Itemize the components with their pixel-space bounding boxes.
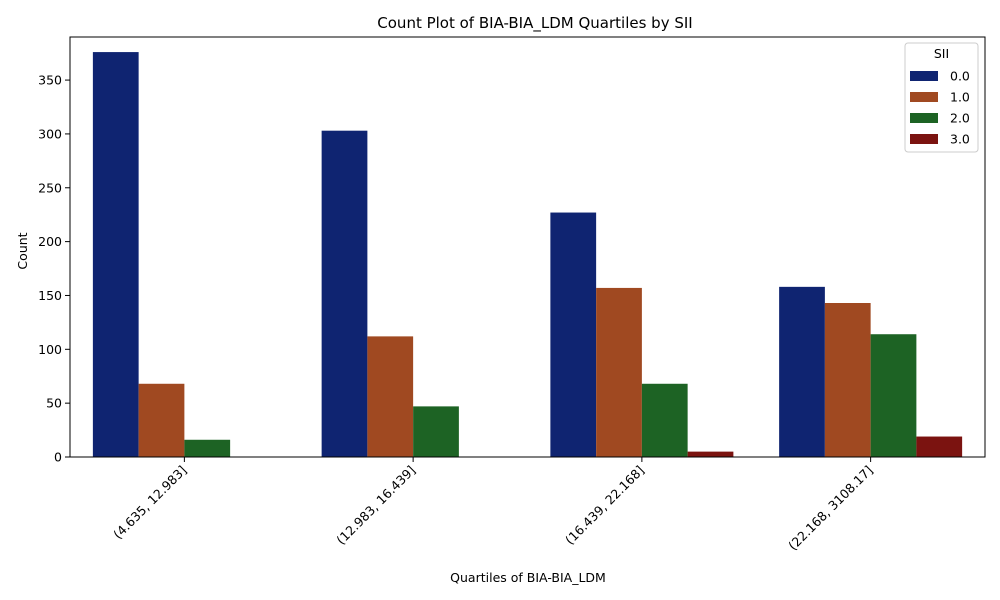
legend-swatch-2-0 bbox=[910, 113, 938, 123]
y-tick-label: 200 bbox=[38, 234, 62, 249]
bar-0-0-cat-2 bbox=[321, 130, 368, 457]
plot-frame bbox=[69, 36, 986, 458]
axes-layer: 0 50 100 150 200 250 300 350 (4.635, 12.983] (12.… bbox=[38, 36, 986, 554]
bar-0-0-cat-1 bbox=[92, 52, 139, 457]
legend-box bbox=[904, 42, 979, 153]
legend-label-0-0: 0.0 bbox=[950, 69, 970, 84]
y-axis-label: Count bbox=[15, 232, 30, 269]
y-tick-label: 100 bbox=[38, 342, 62, 357]
bar-3-0-cat-4 bbox=[916, 436, 963, 457]
y-tick-label: 250 bbox=[38, 180, 62, 195]
x-axis-label: Quartiles of BIA-BIA_LDM bbox=[450, 570, 606, 585]
legend-label-3-0: 3.0 bbox=[950, 132, 970, 147]
bar-1-0-cat-1 bbox=[138, 383, 185, 457]
y-tick-label: 150 bbox=[38, 288, 62, 303]
chart-title: Count Plot of BIA-BIA_LDM Quartiles by S… bbox=[377, 14, 692, 33]
bar-1-0-cat-3 bbox=[596, 287, 642, 457]
y-tick-label: 50 bbox=[46, 396, 62, 411]
y-tick-label: 350 bbox=[38, 73, 62, 88]
x-tick-label: (4.635, 12.983] bbox=[110, 463, 189, 542]
bar-2-0-cat-2 bbox=[413, 406, 459, 457]
bar-1-0-cat-4 bbox=[824, 303, 871, 457]
legend-title: SII bbox=[934, 46, 949, 61]
y-tick-label: 300 bbox=[38, 126, 62, 141]
bar-2-0-cat-4 bbox=[870, 334, 917, 457]
x-tick-label: (12.983, 16.439] bbox=[333, 463, 418, 548]
legend-swatch-1-0 bbox=[910, 92, 938, 102]
bars-layer bbox=[92, 52, 963, 457]
bar-0-0-cat-3 bbox=[550, 212, 597, 457]
bar-3-0-cat-3 bbox=[687, 451, 734, 457]
legend-label-1-0: 1.0 bbox=[950, 90, 970, 105]
x-tick-label: (22.168, 3108.17] bbox=[785, 463, 876, 554]
bar-2-0-cat-3 bbox=[641, 383, 688, 457]
legend-label-2-0: 2.0 bbox=[950, 111, 970, 126]
legend-swatch-0-0 bbox=[910, 71, 938, 81]
bar-0-0-cat-4 bbox=[779, 286, 825, 457]
y-tick-label: 0 bbox=[54, 450, 62, 465]
bar-2-0-cat-1 bbox=[184, 439, 231, 457]
legend-swatch-3-0 bbox=[910, 134, 938, 144]
x-tick-label: (16.439, 22.168] bbox=[562, 463, 647, 548]
bar-1-0-cat-2 bbox=[367, 336, 414, 457]
